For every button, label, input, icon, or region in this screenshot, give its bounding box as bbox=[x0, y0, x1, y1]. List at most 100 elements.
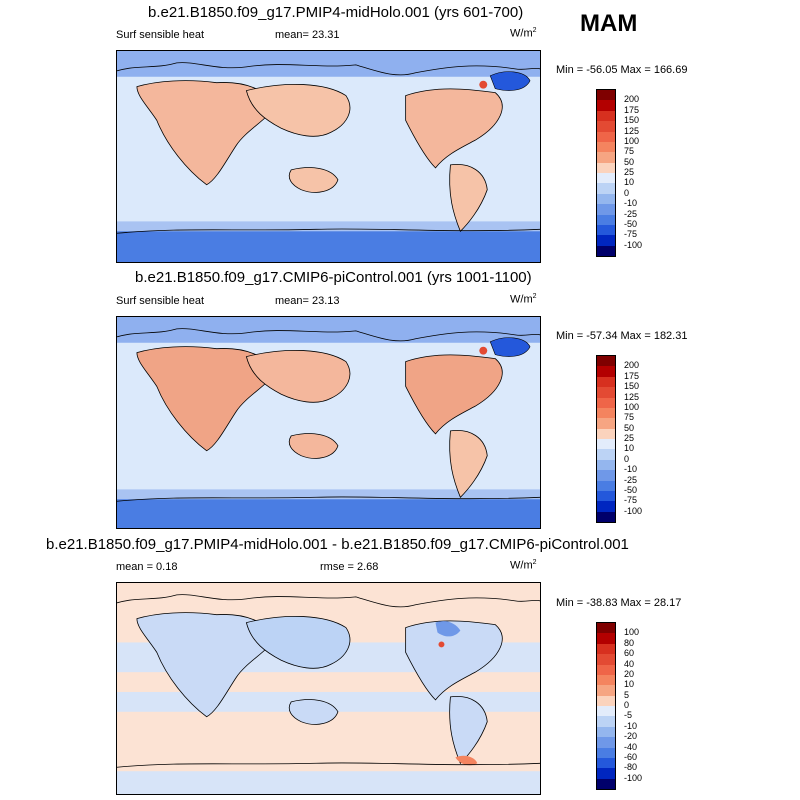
colorbar-segment bbox=[597, 366, 615, 377]
colorbar-tick-label: -75 bbox=[624, 229, 638, 240]
colorbar-tick-label: -40 bbox=[624, 741, 638, 752]
colorbar-segment bbox=[597, 183, 615, 194]
colorbar-tick-label: 75 bbox=[624, 146, 635, 157]
colorbar-tick-label: -80 bbox=[624, 762, 638, 773]
colorbar-segment bbox=[597, 459, 615, 471]
panel-3-rmse-label: rmse = 2.68 bbox=[320, 561, 379, 573]
colorbar-segment bbox=[597, 121, 615, 132]
colorbar-tick-label: -5 bbox=[624, 710, 633, 721]
colorbar-segment bbox=[597, 654, 615, 665]
panel-3-title: b.e21.B1850.f09_g17.PMIP4-midHolo.001 - … bbox=[46, 536, 629, 553]
colorbar-segment bbox=[597, 100, 615, 111]
panel-2-variable-label: Surf sensible heat bbox=[116, 295, 205, 307]
colorbar-tick-label: 40 bbox=[624, 658, 635, 669]
panel-2-map bbox=[116, 316, 541, 529]
colorbar-tick-label: -100 bbox=[624, 505, 643, 516]
panel-1-minmax: Min = -56.05 Max = 166.69 bbox=[556, 64, 688, 76]
colorbar-tick-label: 25 bbox=[624, 433, 635, 443]
colorbar-segment bbox=[597, 162, 615, 173]
colorbar-segment bbox=[597, 376, 615, 388]
colorbar-tick-label: 100 bbox=[624, 627, 640, 638]
colorbar-tick-label: -100 bbox=[624, 239, 643, 250]
panel-1-variable-label: Surf sensible heat bbox=[116, 29, 205, 41]
colorbar-tick-label: 100 bbox=[624, 135, 640, 146]
colorbar-tick-label: 80 bbox=[624, 637, 635, 648]
colorbar-tick-label: 0 bbox=[624, 700, 630, 710]
panel-2-title: b.e21.B1850.f09_g17.CMIP6-piControl.001 … bbox=[135, 269, 532, 286]
colorbar-segment bbox=[597, 173, 615, 184]
colorbar-tick-label: 10 bbox=[624, 177, 635, 188]
colorbar-segment bbox=[597, 418, 615, 429]
colorbar-tick-label: -25 bbox=[624, 208, 638, 219]
colorbar-segment bbox=[597, 511, 615, 522]
colorbar-segment bbox=[597, 664, 615, 675]
colorbar-segment bbox=[597, 726, 615, 738]
colorbar-segment bbox=[597, 110, 615, 122]
panel-1-colorbar bbox=[596, 89, 616, 257]
colorbar-segment bbox=[597, 643, 615, 655]
colorbar-tick-label: 75 bbox=[624, 412, 635, 423]
colorbar-tick-label: 25 bbox=[624, 167, 635, 177]
panel-1-mean-label: mean= 23.31 bbox=[275, 29, 340, 41]
colorbar-segment bbox=[597, 449, 615, 460]
panel-3-mean-label: mean = 0.18 bbox=[116, 561, 178, 573]
colorbar-tick-label: -10 bbox=[624, 464, 638, 475]
panel-2-units: W/m2 bbox=[510, 293, 537, 306]
colorbar-tick-label: 50 bbox=[624, 422, 635, 433]
panel-3-units: W/m2 bbox=[510, 559, 537, 572]
colorbar-tick-label: 0 bbox=[624, 187, 630, 198]
panel-3-map-svg bbox=[117, 594, 540, 794]
colorbar-tick-label: 10 bbox=[624, 679, 635, 690]
colorbar-tick-label: 20 bbox=[624, 668, 635, 679]
colorbar-tick-label: 100 bbox=[624, 401, 640, 412]
colorbar-tick-label: 50 bbox=[624, 156, 635, 167]
colorbar-segment bbox=[597, 695, 615, 706]
colorbar-segment bbox=[597, 768, 615, 779]
panel-3-colorbar-ticks: 100 80 60 40 20 10 5 0 -5 -10 -20 -40 -60 -80 -100 bbox=[624, 622, 664, 790]
colorbar-tick-label: 125 bbox=[624, 125, 640, 136]
colorbar-segment bbox=[597, 778, 615, 789]
colorbar-segment bbox=[597, 204, 615, 215]
colorbar-tick-label: -10 bbox=[624, 720, 638, 731]
panel-1-title: b.e21.B1850.f09_g17.PMIP4-midHolo.001 (y… bbox=[148, 4, 524, 21]
colorbar-tick-label: -75 bbox=[624, 495, 638, 506]
colorbar-segment bbox=[597, 245, 615, 256]
colorbar-tick-label: -50 bbox=[624, 484, 638, 495]
colorbar-segment bbox=[597, 623, 615, 634]
colorbar-segment bbox=[597, 214, 615, 225]
colorbar-tick-label: 5 bbox=[624, 689, 630, 700]
colorbar-tick-label: -10 bbox=[624, 198, 638, 209]
colorbar-segment bbox=[597, 737, 615, 748]
panel-1-units: W/m2 bbox=[510, 27, 537, 40]
colorbar-segment bbox=[597, 387, 615, 398]
colorbar-segment bbox=[597, 141, 615, 153]
colorbar-segment bbox=[597, 716, 615, 727]
panel-2-colorbar-ticks: 200 175 150 125 100 75 50 25 10 0 -10 -25 -50 -75 -100 bbox=[624, 355, 664, 523]
colorbar-tick-label: -20 bbox=[624, 731, 638, 742]
colorbar-segment bbox=[597, 501, 615, 512]
colorbar-segment bbox=[597, 706, 615, 717]
panel-1-colorbar-ticks: 200 175 150 125 100 75 50 25 10 0 -10 -25 -50 -75 -100 bbox=[624, 89, 664, 257]
colorbar-tick-label: 60 bbox=[624, 648, 635, 659]
panel-2-map-svg bbox=[117, 317, 540, 528]
colorbar-tick-label: 150 bbox=[624, 115, 640, 126]
panel-1-map bbox=[116, 50, 541, 263]
season-label: MAM bbox=[580, 10, 638, 37]
colorbar-segment bbox=[597, 439, 615, 450]
colorbar-segment bbox=[597, 490, 615, 502]
colorbar-segment bbox=[597, 90, 615, 101]
panel-1-map-svg bbox=[117, 51, 540, 262]
colorbar-segment bbox=[597, 193, 615, 205]
colorbar-tick-label: 175 bbox=[624, 104, 640, 115]
colorbar-segment bbox=[597, 480, 615, 491]
colorbar-tick-label: 125 bbox=[624, 391, 640, 402]
colorbar-tick-label: 175 bbox=[624, 370, 640, 381]
colorbar-segment bbox=[597, 235, 615, 246]
colorbar-tick-label: -60 bbox=[624, 751, 638, 762]
colorbar-segment bbox=[597, 757, 615, 769]
colorbar-segment bbox=[597, 674, 615, 686]
colorbar-segment bbox=[597, 152, 615, 163]
colorbar-segment bbox=[597, 407, 615, 419]
colorbar-tick-label: 0 bbox=[624, 453, 630, 464]
colorbar-segment bbox=[597, 633, 615, 644]
